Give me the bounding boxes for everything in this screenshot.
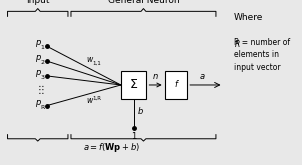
- Text: $a = f(\mathbf{W}\mathbf{p}+b)$: $a = f(\mathbf{W}\mathbf{p}+b)$: [83, 141, 140, 154]
- Text: a: a: [199, 72, 204, 81]
- Text: $R$: $R$: [234, 38, 241, 49]
- Text: R = number of
elements in
input vector: R = number of elements in input vector: [234, 38, 290, 72]
- Text: 1,1: 1,1: [92, 61, 101, 66]
- Text: w: w: [87, 96, 93, 105]
- Text: f: f: [175, 81, 177, 89]
- Text: 1: 1: [40, 45, 44, 50]
- Text: ⋮: ⋮: [34, 85, 44, 95]
- Text: Where: Where: [234, 13, 263, 22]
- Text: p: p: [35, 68, 41, 77]
- Text: p: p: [35, 53, 41, 62]
- Bar: [165, 71, 187, 99]
- Text: b: b: [137, 107, 143, 116]
- Text: ⋮: ⋮: [37, 85, 47, 95]
- Text: p: p: [35, 98, 41, 107]
- Text: 1,R: 1,R: [92, 96, 101, 101]
- Text: 3: 3: [40, 75, 44, 80]
- Text: 2: 2: [40, 60, 44, 65]
- Text: 1: 1: [131, 132, 137, 141]
- Text: Σ: Σ: [130, 79, 138, 91]
- Text: n: n: [153, 72, 158, 81]
- Text: w: w: [87, 55, 93, 64]
- Text: General Neuron: General Neuron: [108, 0, 179, 5]
- Text: p: p: [35, 38, 41, 47]
- Text: Input: Input: [26, 0, 50, 5]
- Bar: [121, 71, 146, 99]
- Text: R: R: [40, 105, 44, 110]
